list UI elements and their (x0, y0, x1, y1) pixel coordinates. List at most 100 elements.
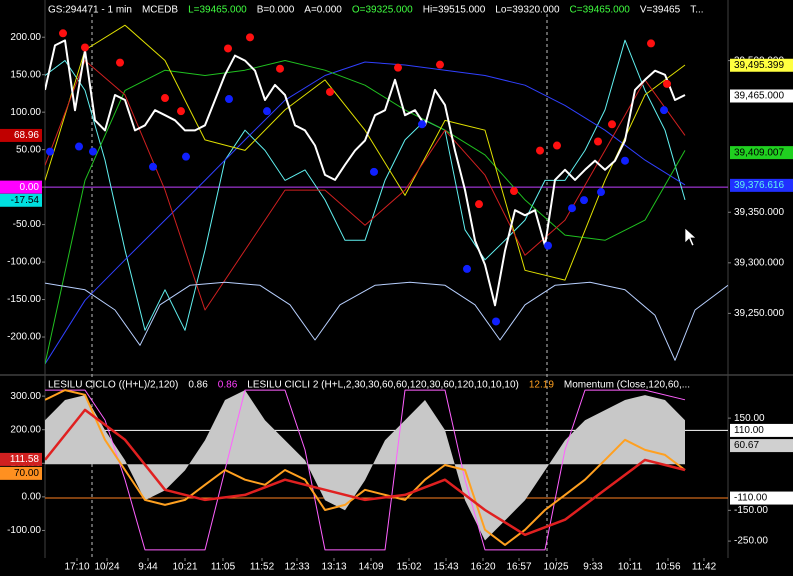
y2-tick-label: 39,250.000 (734, 308, 784, 319)
signal-dot (326, 87, 334, 96)
x-tick-label: 15:43 (433, 562, 458, 573)
signal-dot (544, 241, 552, 250)
value-tag (730, 146, 793, 160)
signal-dot (225, 95, 233, 104)
plot-area (45, 24, 728, 365)
y-tick-label: -100.00 (7, 257, 41, 268)
signal-dot (436, 60, 444, 69)
value-tag (730, 439, 793, 453)
value-tag-label: 39,495.399 (734, 60, 784, 71)
series-line (45, 408, 686, 537)
signal-dot (663, 79, 671, 88)
signal-dot (418, 120, 426, 129)
signal-dot (594, 137, 602, 146)
header-text: Momentum (Close,120,60,... (564, 380, 690, 391)
value-tag (730, 58, 793, 72)
header-text: 0.86 (188, 380, 208, 391)
y2-tick-label: 39,350.000 (734, 207, 784, 218)
x-tick-label: 16:20 (470, 562, 495, 573)
series-line (45, 389, 686, 551)
signal-dot (370, 167, 378, 176)
series-line (45, 60, 686, 365)
momentum-area (45, 390, 685, 541)
x-tick-label: 10:11 (618, 562, 643, 573)
signal-dot (81, 43, 89, 52)
value-tag-label: -17.54 (11, 195, 40, 206)
value-tag-label: -110.00 (734, 493, 768, 504)
signal-dot (463, 264, 471, 273)
value-tag-label: 0.00 (20, 182, 40, 193)
y-tick-label: 150.00 (10, 69, 41, 80)
signal-dot (475, 200, 483, 209)
signal-dot (394, 63, 402, 72)
x-tick-label: 12:33 (284, 562, 309, 573)
value-tag-label: 111.58 (10, 454, 40, 465)
series-line (45, 39, 686, 307)
y-tick-label: 200.00 (10, 32, 41, 43)
signal-dot (647, 39, 655, 48)
signal-dot (182, 152, 190, 161)
signal-dot (621, 156, 629, 165)
header-text: 12.19 (529, 380, 554, 391)
signal-dot (568, 204, 576, 213)
signal-dot (75, 142, 83, 151)
x-tick-label: 15:02 (396, 562, 421, 573)
signal-dot (597, 188, 605, 197)
signal-dot (553, 141, 561, 150)
y-tick-label: -200.00 (7, 332, 41, 343)
signal-dot (276, 64, 284, 73)
value-tag (0, 193, 42, 207)
value-tag (730, 423, 793, 437)
signal-dot (161, 94, 169, 103)
value-tag-label: 70.00 (14, 468, 39, 479)
signal-dot (263, 107, 271, 116)
value-tag-label: 68.96 (14, 130, 39, 141)
value-tag (0, 128, 42, 142)
plot-area (45, 389, 728, 551)
x-tick-label: 10:21 (172, 562, 197, 573)
signal-dot (46, 147, 54, 156)
value-tag-label: 39,376.616 (734, 180, 784, 191)
value-tag (0, 466, 42, 480)
signal-dot (608, 120, 616, 129)
y-tick-label: 200.00 (10, 424, 41, 435)
header-text: GS:294471 - 1 min (48, 5, 132, 16)
signal-dot (116, 58, 124, 67)
series-line (45, 389, 686, 546)
y-tick-label: 0.00 (22, 492, 42, 503)
series-line (45, 61, 686, 365)
header-text: O=39325.000 (352, 5, 413, 16)
value-tag-label: 39,465.000 (734, 91, 784, 102)
signal-dot (224, 44, 232, 53)
header-text: A=0.000 (304, 5, 342, 16)
y-tick-label: -100.00 (7, 525, 41, 536)
value-tag (0, 180, 42, 194)
value-tag-label: 39,409.007 (734, 147, 784, 158)
x-tick-label: 11:05 (211, 562, 236, 573)
series-line (45, 39, 686, 331)
x-tick-label: 10/24 (94, 562, 119, 573)
x-tick-label: 16:57 (506, 562, 531, 573)
header-text: Lo=39320.000 (495, 5, 560, 16)
signal-dot (59, 29, 67, 38)
series-line (45, 281, 728, 361)
y2-tick-label: -150.00 (734, 505, 768, 516)
header-text: 0.86 (218, 380, 238, 391)
series-line (45, 60, 686, 311)
signal-dot (492, 317, 500, 326)
x-tick-label: 17:10 (64, 562, 89, 573)
header-text: B=0.000 (257, 5, 295, 16)
x-tick-label: 13:13 (321, 562, 346, 573)
y2-tick-label: 39,300.000 (734, 257, 784, 268)
x-tick-label: 11:52 (250, 562, 275, 573)
x-tick-label: 11:42 (692, 562, 717, 573)
value-tag-label: 60.67 (734, 440, 759, 451)
y2-tick-label: -250.00 (734, 536, 768, 547)
signal-dot (149, 162, 157, 171)
series-line (45, 24, 686, 281)
header-text: V=39465 (640, 5, 681, 16)
header-text: LESILU CICLI 2 (H+L,2,30,30,60,60,120,30… (247, 380, 519, 391)
header-text: LESILU CICLO ((H+L)/2,120) (48, 380, 178, 391)
mouse-cursor (684, 227, 697, 247)
